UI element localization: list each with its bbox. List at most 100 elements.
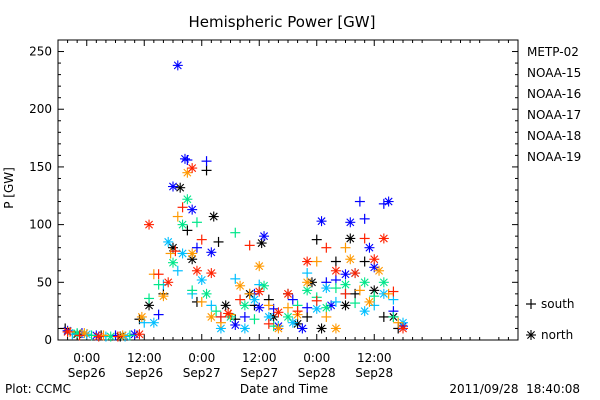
- north-point: [177, 248, 188, 259]
- north-point: [345, 233, 356, 244]
- north-point: [158, 291, 169, 302]
- x-tick-time-label: 12:00: [127, 351, 162, 365]
- north-point: [364, 242, 375, 253]
- south-point: [182, 225, 193, 236]
- north-point: [179, 153, 190, 164]
- south-point: [187, 285, 198, 296]
- legend-entry: METP-02: [527, 45, 579, 59]
- x-tick-time-label: 0:00: [73, 351, 100, 365]
- south-point: [340, 288, 351, 299]
- south-point: [211, 306, 222, 317]
- north-point: [383, 196, 394, 207]
- south-point: [239, 311, 250, 322]
- north-point: [330, 265, 341, 276]
- north-point: [144, 219, 155, 230]
- south-point: [383, 288, 394, 299]
- legend-entry: NOAA-17: [527, 108, 581, 122]
- x-tick-date-label: Sep28: [355, 366, 393, 380]
- north-point: [359, 306, 370, 317]
- x-tick-date-label: Sep26: [68, 366, 106, 380]
- north-point: [369, 254, 380, 265]
- north-point: [340, 300, 351, 311]
- x-tick-date-label: Sep27: [183, 366, 221, 380]
- north-point: [302, 256, 313, 267]
- south-point: [283, 302, 293, 313]
- south-point: [350, 298, 361, 309]
- south-point: [244, 240, 255, 251]
- south-point: [268, 321, 279, 332]
- north-point: [163, 236, 174, 247]
- legend: METP-02 NOAA-15 NOAA-16 NOAA-17 NOAA-18 NOAA-…: [526, 45, 581, 342]
- south-point: [302, 268, 313, 279]
- north-point: [208, 211, 219, 222]
- north-point: [249, 294, 260, 305]
- north-point: [283, 311, 293, 322]
- south-point: [330, 296, 341, 307]
- south-point: [340, 242, 351, 253]
- north-point: [117, 330, 128, 341]
- south-point: [369, 291, 380, 302]
- south-point: [330, 256, 341, 267]
- north-point: [254, 286, 265, 297]
- south-point: [354, 196, 365, 207]
- south-point: [172, 265, 183, 276]
- x-tick-time-label: 12:00: [357, 351, 392, 365]
- north-point: [316, 216, 327, 227]
- south-point: [359, 256, 370, 267]
- plot-timestamp: 2011/09/28 18:40:08: [449, 382, 580, 396]
- marker-legend-label: north: [541, 328, 573, 342]
- y-tick-label: 250: [29, 45, 52, 59]
- north-point: [283, 288, 293, 299]
- north-point: [359, 277, 370, 288]
- north-point: [201, 288, 212, 299]
- y-tick-label: 0: [44, 333, 52, 347]
- north-point: [168, 181, 178, 192]
- north-point: [398, 323, 408, 334]
- north-point: [374, 265, 385, 276]
- south-point: [330, 283, 341, 294]
- north-point: [254, 302, 265, 313]
- north-point: [350, 268, 361, 279]
- south-point: [206, 300, 217, 311]
- north-point: [302, 277, 313, 288]
- y-tick-label: 200: [29, 102, 52, 116]
- north-point: [345, 217, 356, 228]
- north-point: [172, 60, 183, 71]
- south-point: [201, 156, 212, 167]
- south-point: [215, 311, 226, 322]
- north-point: [134, 329, 145, 340]
- south-point: [112, 331, 123, 342]
- north-point: [273, 307, 284, 318]
- north-point: [297, 323, 308, 334]
- south-point: [378, 311, 389, 322]
- south-point: [249, 314, 260, 325]
- south-point: [213, 236, 224, 247]
- north-point: [287, 317, 298, 328]
- south-point: [165, 248, 176, 259]
- north-point: [340, 279, 351, 290]
- south-point: [244, 288, 255, 299]
- north-point: [239, 300, 250, 311]
- south-point: [172, 211, 183, 222]
- x-tick-date-label: Sep28: [298, 366, 336, 380]
- north-point: [254, 261, 265, 272]
- plot-credit: Plot: CCMC: [5, 382, 71, 396]
- y-tick-label: 50: [37, 275, 52, 289]
- north-point: [230, 320, 241, 330]
- north-point: [378, 277, 389, 288]
- x-axis-label: Date and Time: [240, 382, 328, 396]
- north-point: [182, 194, 193, 205]
- south-point: [321, 242, 332, 253]
- legend-entry: NOAA-15: [527, 66, 581, 80]
- south-point: [230, 273, 241, 284]
- north-point: [177, 219, 188, 230]
- south-point: [302, 311, 313, 322]
- south-point: [196, 296, 207, 307]
- south-point: [177, 202, 188, 213]
- south-point: [153, 309, 164, 320]
- north-point: [223, 308, 234, 319]
- plot-area: 0501001502002500:00Sep2612:00Sep260:00Se…: [29, 39, 519, 380]
- north-point: [175, 182, 186, 193]
- north-point: [163, 277, 174, 288]
- y-tick-label: 150: [29, 160, 52, 174]
